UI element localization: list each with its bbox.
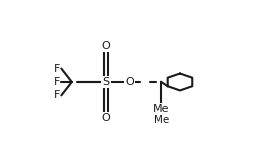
Text: O: O (102, 113, 110, 123)
Text: Me: Me (153, 104, 170, 114)
Text: O: O (102, 41, 110, 51)
Text: F: F (54, 77, 60, 87)
Text: F: F (54, 90, 60, 100)
Text: S: S (103, 77, 110, 87)
Text: O: O (126, 77, 134, 87)
Text: F: F (54, 64, 60, 74)
Text: Me: Me (154, 115, 169, 125)
